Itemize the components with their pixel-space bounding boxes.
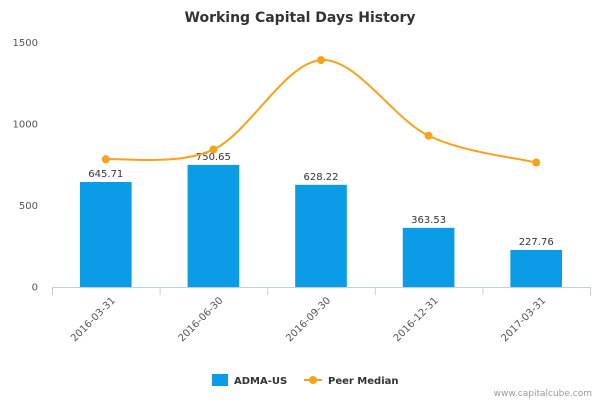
bar-value-label-2016-09-30: 628.22 bbox=[304, 172, 339, 183]
y-tick-label-0: 0 bbox=[32, 283, 38, 294]
bar-value-label-2016-12-31: 363.53 bbox=[411, 215, 446, 226]
legend[interactable]: ADMA-US Peer Median bbox=[212, 374, 399, 387]
bar-value-label-2017-03-31: 227.76 bbox=[519, 237, 554, 248]
peer-median-point-2016-09-30[interactable] bbox=[317, 56, 325, 65]
chart-title: Working Capital Days History bbox=[185, 10, 416, 26]
legend-item-adma[interactable]: ADMA-US bbox=[212, 374, 287, 387]
x-tick-label-2016-06-30: 2016-06-30 bbox=[177, 295, 226, 344]
bar-2016-06-30[interactable] bbox=[187, 164, 240, 287]
legend-swatch-adma bbox=[212, 374, 228, 386]
peer-median-point-2016-06-30[interactable] bbox=[209, 145, 218, 154]
peer-median-line bbox=[105, 59, 537, 164]
bar-2016-09-30[interactable] bbox=[295, 184, 347, 287]
bar-value-label-2016-03-31: 645.71 bbox=[88, 169, 123, 180]
bar-series bbox=[79, 164, 563, 287]
credit-text[interactable]: www.capitalcube.com bbox=[494, 389, 592, 399]
bar-2016-12-31[interactable] bbox=[402, 227, 455, 287]
y-axis: 0 500 1000 1500 bbox=[13, 38, 38, 294]
x-tick-label-2017-03-31: 2017-03-31 bbox=[499, 295, 548, 344]
bar-2017-03-31[interactable] bbox=[510, 249, 563, 287]
legend-marker-peer-median bbox=[309, 376, 317, 384]
bar-data-labels: 645.71 750.65 628.22 363.53 227.76 bbox=[88, 152, 553, 248]
peer-median-points bbox=[101, 56, 541, 167]
y-tick-label-2: 1000 bbox=[13, 120, 38, 131]
x-tick-label-2016-12-31: 2016-12-31 bbox=[392, 295, 441, 344]
bar-value-label-2016-06-30: 750.65 bbox=[196, 152, 231, 163]
y-tick-label-3: 1500 bbox=[13, 38, 38, 49]
legend-label-peer-median: Peer Median bbox=[328, 376, 399, 387]
x-axis-labels: 2016-03-31 2016-06-30 2016-09-30 2016-12-31… bbox=[69, 295, 548, 344]
bar-2016-03-31[interactable] bbox=[79, 181, 132, 287]
peer-median-point-2017-03-31[interactable] bbox=[532, 158, 541, 167]
x-axis-ticks bbox=[52, 287, 591, 295]
peer-median-point-2016-03-31[interactable] bbox=[101, 155, 110, 164]
legend-item-peer-median[interactable]: Peer Median bbox=[304, 376, 399, 387]
peer-median-point-2016-12-31[interactable] bbox=[424, 131, 433, 140]
y-tick-label-1: 500 bbox=[19, 201, 38, 212]
x-tick-label-2016-09-30: 2016-09-30 bbox=[284, 295, 333, 344]
x-tick-label-2016-03-31: 2016-03-31 bbox=[69, 295, 118, 344]
legend-label-adma: ADMA-US bbox=[234, 376, 287, 387]
